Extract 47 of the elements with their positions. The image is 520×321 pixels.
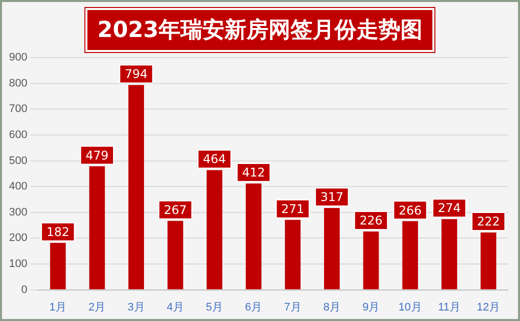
x-tick-label: 3月	[128, 301, 145, 314]
chart-title: 2023年瑞安新房网签月份走势图	[85, 8, 435, 52]
y-tick-label: 400	[8, 180, 28, 193]
x-tick-label: 5月	[206, 301, 224, 314]
x-tick-label: 6月	[245, 301, 262, 314]
bar	[441, 219, 458, 290]
data-label: 317	[320, 190, 344, 204]
x-tick-label: 1月	[49, 301, 66, 314]
x-tick-label: 4月	[166, 301, 184, 314]
y-tick-label: 600	[8, 129, 28, 142]
bar	[363, 231, 379, 290]
bar	[246, 184, 262, 290]
y-tick-label: 300	[8, 206, 28, 218]
bar	[89, 166, 105, 290]
x-tick-label: 10月	[398, 301, 422, 314]
y-tick-label: 200	[8, 232, 28, 244]
data-label: 222	[476, 214, 500, 229]
x-tick-label: 7月	[284, 301, 302, 314]
data-label: 266	[398, 203, 422, 218]
bar	[206, 170, 222, 290]
y-tick-label: 900	[8, 52, 28, 64]
y-tick-label: 800	[8, 77, 28, 90]
y-tick-label: 0	[21, 284, 28, 296]
x-tick-label: 2月	[88, 301, 106, 314]
bar	[284, 220, 301, 290]
x-tick-label: 11月	[438, 301, 461, 314]
bar	[480, 232, 496, 290]
bar	[402, 221, 418, 290]
bar	[168, 220, 184, 290]
x-tick-label: 12月	[476, 301, 500, 314]
data-label: 267	[164, 203, 187, 218]
data-label: 271	[281, 202, 304, 216]
data-label: 274	[438, 201, 461, 216]
y-tick-label: 100	[8, 258, 28, 270]
data-label: 412	[242, 166, 266, 180]
bar	[128, 84, 144, 290]
bar	[50, 242, 66, 290]
x-tick-label: 8月	[323, 301, 340, 314]
data-label: 794	[124, 67, 148, 82]
data-label: 182	[46, 224, 70, 239]
data-label: 479	[86, 148, 109, 162]
y-tick-label: 500	[8, 154, 28, 167]
data-label: 226	[360, 214, 382, 228]
y-tick-label: 700	[8, 103, 28, 116]
bar	[324, 208, 340, 290]
x-tick-label: 9月	[362, 301, 380, 314]
data-label: 464	[203, 152, 226, 166]
